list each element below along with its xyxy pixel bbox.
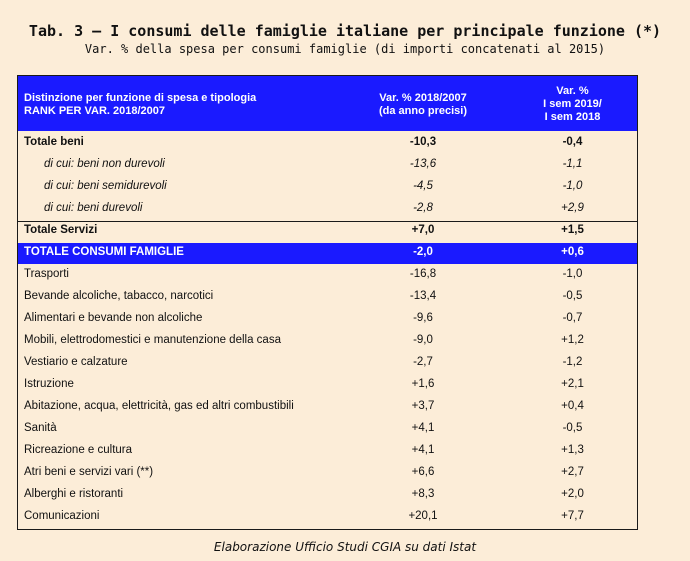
row-label: di cui: beni durevoli	[44, 202, 143, 214]
header-category-line2: RANK PER VAR. 2018/2007	[24, 105, 166, 117]
table-row: Abitazione, acqua, elettricità, gas ed a…	[18, 397, 637, 419]
table-row: Ricreazione e cultura +4,1 +1,3	[18, 441, 637, 463]
row-var-2018-2007: +4,1	[411, 422, 435, 434]
row-var-sem: +1,5	[561, 224, 584, 236]
row-var-sem: +2,1	[561, 378, 584, 390]
table-subtitle: Var. % della spesa per consumi famiglie …	[84, 42, 606, 56]
row-divider	[18, 221, 637, 222]
row-label: Alimentari e bevande non alcoliche	[24, 312, 203, 324]
row-var-2018-2007: -13,4	[409, 290, 437, 302]
table-row: Totale Servizi +7,0 +1,5	[18, 221, 637, 243]
row-label: Vestiario e calzature	[24, 356, 128, 368]
header-var-sem-line3: I sem 2018	[544, 111, 601, 123]
table-row: Comunicazioni +20,1 +7,7	[18, 507, 637, 529]
row-var-sem: +2,7	[561, 466, 584, 478]
table-row: Sanità +4,1 -0,5	[18, 419, 637, 441]
row-var-2018-2007: -13,6	[409, 158, 437, 170]
table-header: Distinzione per funzione di spesa e tipo…	[18, 76, 637, 131]
row-var-sem: +2,0	[561, 488, 584, 500]
row-var-2018-2007: +4,1	[411, 444, 435, 456]
header-var-2018-line2: (da anno precisi)	[378, 105, 468, 117]
table-row: di cui: beni semidurevoli -4,5 -1,0	[18, 177, 637, 199]
row-label: Mobili, elettrodomestici e manutenzione …	[24, 334, 281, 346]
row-label: Atri beni e servizi vari (**)	[24, 466, 154, 478]
row-var-2018-2007: +20,1	[408, 510, 438, 522]
row-var-2018-2007: -2,7	[413, 356, 433, 368]
row-label: Totale Servizi	[24, 224, 98, 236]
table-row: Bevande alcoliche, tabacco, narcotici -13…	[18, 287, 637, 309]
row-label: Sanità	[24, 422, 57, 434]
header-var-sem-line2: I sem 2019/	[543, 98, 602, 110]
row-var-sem: +1,2	[561, 334, 584, 346]
row-var-2018-2007: -16,8	[409, 268, 437, 280]
row-label: di cui: beni non durevoli	[44, 158, 165, 170]
row-var-sem: -1,1	[562, 158, 583, 170]
header-category-line1: Distinzione per funzione di spesa e tipo…	[24, 92, 257, 104]
table-row: di cui: beni durevoli -2,8 +2,9	[18, 199, 637, 221]
table-row: Alberghi e ristoranti +8,3 +2,0	[18, 485, 637, 507]
row-label: Totale beni	[24, 136, 84, 148]
row-var-2018-2007: -2,0	[413, 246, 433, 258]
row-label: Trasporti	[24, 268, 69, 280]
table-row: Totale beni -10,3 -0,4	[18, 133, 637, 155]
table-title: Tab. 3 – I consumi delle famiglie italia…	[28, 22, 662, 40]
row-var-sem: -0,5	[562, 422, 583, 434]
table-row: Atri beni e servizi vari (**) +6,6 +2,7	[18, 463, 637, 485]
row-var-2018-2007: +3,7	[411, 400, 435, 412]
row-label: Abitazione, acqua, elettricità, gas ed a…	[24, 400, 294, 412]
row-var-sem: +2,9	[561, 202, 584, 214]
row-var-2018-2007: -9,0	[413, 334, 433, 346]
row-var-sem: -1,2	[562, 356, 583, 368]
row-var-2018-2007: -9,6	[413, 312, 433, 324]
header-var-2018-line1: Var. % 2018/2007	[379, 92, 467, 104]
row-var-sem: +1,3	[561, 444, 584, 456]
table-row: Istruzione +1,6 +2,1	[18, 375, 637, 397]
row-var-sem: +7,7	[561, 510, 584, 522]
row-var-sem: +0,6	[561, 246, 584, 258]
row-var-2018-2007: -4,5	[413, 180, 433, 192]
row-var-2018-2007: +6,6	[411, 466, 435, 478]
row-label: di cui: beni semidurevoli	[44, 180, 167, 192]
row-var-sem: -0,4	[562, 136, 583, 148]
row-var-2018-2007: +1,6	[411, 378, 435, 390]
table-row: di cui: beni non durevoli -13,6 -1,1	[18, 155, 637, 177]
header-var-2018-2007-column: Var. % 2018/2007 (da anno precisi)	[338, 92, 508, 118]
row-label: Alberghi e ristoranti	[24, 488, 124, 500]
source-note: Elaborazione Ufficio Studi CGIA su dati …	[213, 540, 477, 554]
row-var-2018-2007: +7,0	[411, 224, 435, 236]
table-row: Alimentari e bevande non alcoliche -9,6 -0…	[18, 309, 637, 331]
consumption-table: Distinzione per funzione di spesa e tipo…	[17, 75, 638, 530]
row-var-sem: +0,4	[561, 400, 584, 412]
row-var-2018-2007: +8,3	[411, 488, 435, 500]
row-var-sem: -0,7	[562, 312, 583, 324]
table-row: Vestiario e calzature -2,7 -1,2	[18, 353, 637, 375]
row-var-sem: -0,5	[562, 290, 583, 302]
row-label: Comunicazioni	[24, 510, 100, 522]
row-label: Bevande alcoliche, tabacco, narcotici	[24, 290, 214, 302]
row-var-2018-2007: -10,3	[409, 136, 437, 148]
row-label: Ricreazione e cultura	[24, 444, 133, 456]
table-row: Trasporti -16,8 -1,0	[18, 265, 637, 287]
header-var-sem-column: Var. % I sem 2019/ I sem 2018	[508, 85, 637, 124]
table-row: Mobili, elettrodomestici e manutenzione …	[18, 331, 637, 353]
row-label: TOTALE CONSUMI FAMIGLIE	[24, 246, 184, 258]
row-var-2018-2007: -2,8	[413, 202, 433, 214]
row-var-sem: -1,0	[562, 268, 583, 280]
header-category-column: Distinzione per funzione di spesa e tipo…	[24, 92, 256, 118]
row-var-sem: -1,0	[562, 180, 583, 192]
row-label: Istruzione	[24, 378, 74, 390]
table-row: TOTALE CONSUMI FAMIGLIE -2,0 +0,6	[18, 243, 637, 264]
header-var-sem-line1: Var. %	[556, 85, 589, 97]
